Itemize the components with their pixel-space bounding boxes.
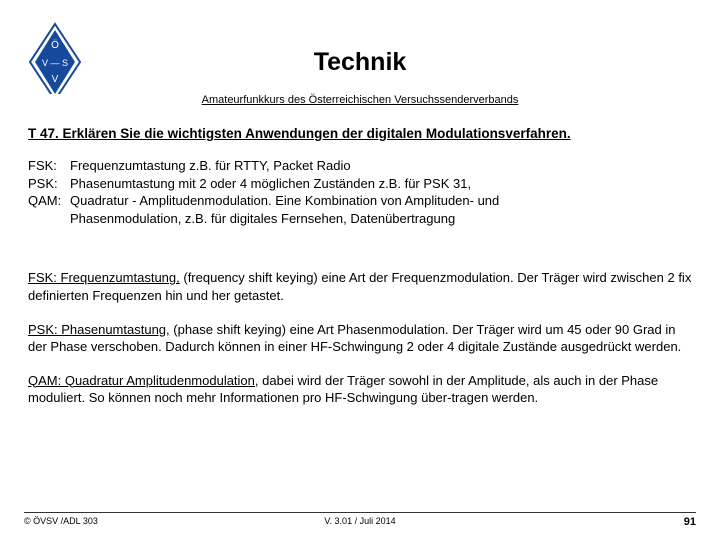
explanation-lead: FSK: Frequenzumtastung, (28, 270, 180, 285)
answer-continuation: Phasenmodulation, z.B. für digitales Fer… (28, 210, 692, 228)
explanation-psk: PSK: Phasenumtastung, (phase shift keyin… (28, 321, 692, 356)
answer-label: QAM: (28, 192, 70, 210)
answer-label: FSK: (28, 157, 70, 175)
slide-header: Ö V — S V Technik Amateurfunkkurs des Ös… (0, 0, 720, 115)
answer-block: FSK: Frequenzumtastung z.B. für RTTY, Pa… (28, 157, 692, 227)
page-subtitle: Amateurfunkkurs des Österreichischen Ver… (0, 94, 720, 106)
explanation-lead: QAM: Quadratur Amplitudenmodulation, (28, 373, 259, 388)
subtitle-text: Amateurfunkkurs des Österreichischen Ver… (198, 94, 523, 106)
slide-content: T 47. Erklären Sie die wichtigsten Anwen… (0, 115, 720, 407)
explanation-lead: PSK: Phasenumtastung, (28, 322, 170, 337)
question-title: T 47. Erklären Sie die wichtigsten Anwen… (28, 125, 692, 143)
answer-text: Quadratur - Amplitudenmodulation. Eine K… (70, 192, 692, 210)
answer-text: Frequenzumtastung z.B. für RTTY, Packet … (70, 157, 692, 175)
answer-row: FSK: Frequenzumtastung z.B. für RTTY, Pa… (28, 157, 692, 175)
answer-label: PSK: (28, 175, 70, 193)
answer-row: PSK: Phasenumtastung mit 2 oder 4 möglic… (28, 175, 692, 193)
footer-version: V. 3.01 / Juli 2014 (24, 516, 696, 526)
answer-text: Phasenumtastung mit 2 oder 4 möglichen Z… (70, 175, 692, 193)
explanation-fsk: FSK: Frequenzumtastung, (frequency shift… (28, 269, 692, 304)
explanation-qam: QAM: Quadratur Amplitudenmodulation, dab… (28, 372, 692, 407)
answer-row: QAM: Quadratur - Amplitudenmodulation. E… (28, 192, 692, 210)
page-title: Technik (0, 48, 720, 77)
slide-footer: © ÖVSV /ADL 303 V. 3.01 / Juli 2014 91 (24, 512, 696, 528)
